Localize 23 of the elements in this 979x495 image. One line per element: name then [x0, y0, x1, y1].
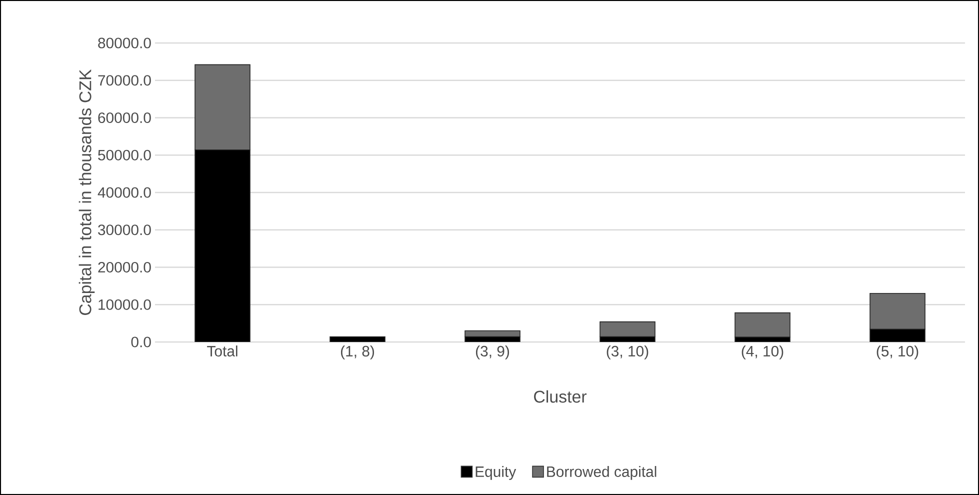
y-tick-label: 30000.0: [98, 224, 151, 236]
x-tick-label: (5, 10): [876, 346, 918, 360]
y-axis-title: Capital in total in thousands CZK: [78, 69, 95, 315]
bar: [600, 321, 656, 338]
x-tick-label: (1, 8): [340, 346, 374, 360]
x-tick-label: Total: [207, 346, 238, 356]
x-axis-title: Cluster: [534, 390, 587, 403]
y-tick-label: 60000.0: [98, 112, 151, 124]
x-tick-label: (4, 10): [742, 346, 784, 360]
y-tick-label: 40000.0: [98, 187, 151, 198]
legend-label: Borrowed capital: [547, 466, 656, 480]
y-tick-label: 20000.0: [98, 262, 151, 273]
bar: [870, 328, 926, 342]
y-tick-label: 0.0: [131, 336, 151, 348]
bar: [194, 149, 250, 342]
y-tick-label: 50000.0: [98, 150, 151, 160]
legend-label: Equity: [476, 466, 516, 480]
bar: [734, 312, 790, 338]
y-tick-label: 10000.0: [98, 299, 151, 310]
x-tick-label: (3, 10): [606, 346, 648, 360]
x-tick-label: (3, 9): [476, 346, 510, 360]
y-tick-label: 80000.0: [98, 38, 151, 48]
y-tick-label: 70000.0: [98, 75, 151, 86]
